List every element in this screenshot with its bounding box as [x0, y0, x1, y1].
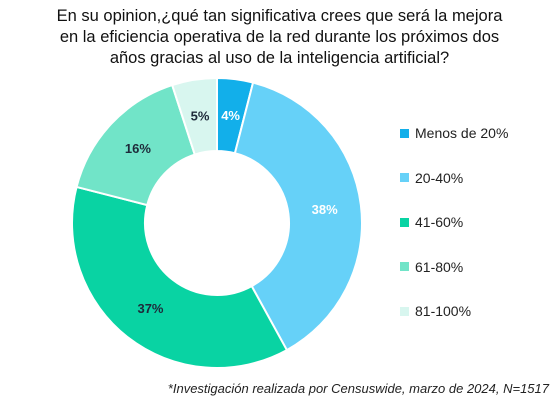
donut-slice-4 — [170, 76, 218, 156]
data-label-3: 16% — [125, 141, 151, 156]
donut-slice-1 — [233, 81, 363, 352]
legend-item-81-100: 81-100% — [400, 301, 508, 321]
legend-label: 41-60% — [415, 214, 464, 230]
legend-swatch — [400, 306, 409, 316]
legend-item-menos-de-20: Menos de 20% — [400, 123, 508, 143]
legend-label: Menos de 20% — [415, 125, 509, 141]
data-label-1: 38% — [312, 202, 338, 217]
chart-title-line-1: En su opinion,¿qué tan significativa cre… — [56, 7, 503, 25]
legend-swatch — [400, 173, 409, 182]
legend-swatch — [400, 128, 409, 138]
legend-label: 81-100% — [415, 303, 472, 319]
data-label-2: 37% — [137, 301, 163, 316]
legend-item-20-40: 20-40% — [400, 168, 508, 188]
legend-item-41-60: 41-60% — [400, 212, 508, 232]
chart-title-line-3: años gracias al uso de la inteligencia a… — [109, 49, 450, 67]
donut-slice-2 — [71, 185, 289, 369]
legend-swatch — [400, 262, 409, 271]
legend: Menos de 20% 20-40% 41-60% 61-80% 81-100… — [400, 123, 508, 346]
chart-title: En su opinion,¿qué tan significativa cre… — [0, 6, 559, 69]
legend-item-61-80: 61-80% — [400, 257, 508, 277]
chart-title-line-2: en la eficiencia operativa de la red dur… — [59, 28, 500, 46]
footnote: *Investigación realizada por Censuswide,… — [167, 381, 549, 396]
legend-label: 61-80% — [415, 258, 464, 275]
data-label-4: 5% — [191, 108, 210, 123]
legend-label: 20-40% — [415, 169, 464, 186]
data-label-0: 4% — [221, 108, 240, 123]
legend-swatch — [400, 217, 409, 227]
